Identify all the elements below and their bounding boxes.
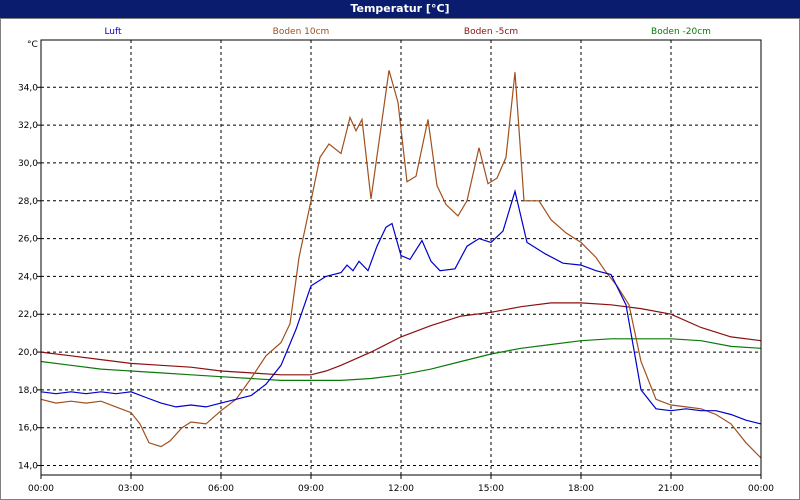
x-tick-time-label: 18:00 [568,484,594,494]
legend: Luft Boden 10cm Boden -5cm Boden -20cm [104,27,711,37]
axes [37,39,762,479]
grid [41,40,761,475]
chart-frame: 14,0 16,0 18,0 20,0 22,0 24,0 26,0 28,0 30,0 32,0… [0,18,800,500]
y-tick-label: 20,0 [18,348,38,358]
legend-entry: Luft [104,27,122,37]
y-tick-label: 28,0 [18,197,38,207]
plot-border [40,39,762,476]
x-tick-time-label: 03:00 [118,484,144,494]
series-line-boden-5cm [40,302,762,376]
x-tick-time-label: 21:00 [658,484,684,494]
legend-entry: Boden -5cm [464,27,518,37]
y-tick-label: 30,0 [18,159,38,169]
y-axis-unit-label: °C [27,40,38,50]
y-tick-label: 16,0 [18,424,38,434]
y-tick-label: 18,0 [18,386,38,396]
y-tick-label: 14,0 [18,462,38,472]
series-line-luft [40,188,762,425]
x-tick-time-label: 09:00 [298,484,324,494]
tick-labels: 14,0 16,0 18,0 20,0 22,0 24,0 26,0 28,0 30,0 32,0… [18,40,774,494]
series-line-boden-20cm [40,338,762,381]
y-tick-label: 34,0 [18,83,38,93]
y-tick-label: 22,0 [18,310,38,320]
x-tick-time-label: 15:00 [478,484,504,494]
x-tick-time-label: 06:00 [208,484,234,494]
series-lines [40,70,762,459]
x-tick-time-label: 00:00 [748,484,774,494]
chart-title: Temperatur [°C] [0,0,800,18]
legend-entry: Boden -20cm [651,27,711,37]
x-tick-time-label: 00:00 [28,484,54,494]
y-tick-label: 24,0 [18,272,38,282]
x-tick-time-label: 12:00 [388,484,414,494]
temperature-line-chart: 14,0 16,0 18,0 20,0 22,0 24,0 26,0 28,0 30,0 32,0… [18,27,774,494]
legend-entry: Boden 10cm [273,27,330,37]
y-tick-label: 32,0 [18,121,38,131]
y-tick-label: 26,0 [18,235,38,245]
